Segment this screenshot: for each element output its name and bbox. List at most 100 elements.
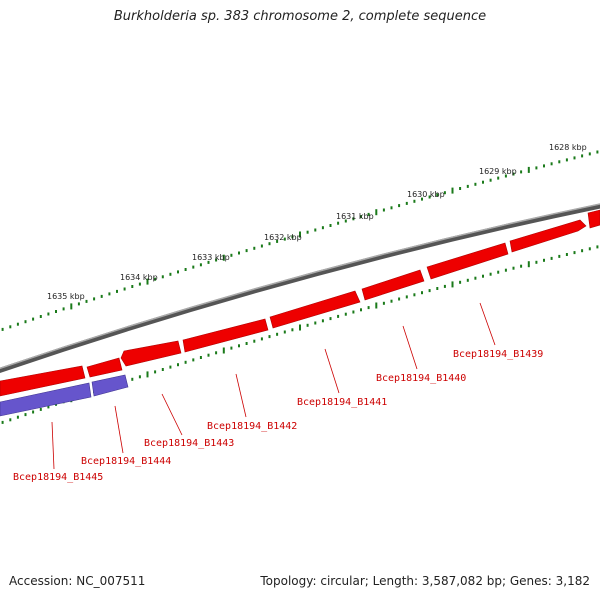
outer-scale-tick <box>451 187 454 194</box>
outer-scale-tick <box>443 191 446 195</box>
accession-text: Accession: NC_007511 <box>9 574 146 588</box>
gene-B1440-arrow[interactable] <box>509 219 587 253</box>
outer-scale-tick <box>428 195 431 199</box>
outer-scale-tick <box>93 297 96 301</box>
tick-label-1635: 1635 kbp <box>47 292 85 301</box>
tick-label-1633: 1633 kbp <box>192 253 230 262</box>
outer-scale-tick <box>192 265 195 269</box>
inner-scale-tick <box>565 253 568 256</box>
inner-scale-tick <box>352 310 355 314</box>
tick-label-1631: 1631 kbp <box>336 212 374 221</box>
outer-scale-tick <box>352 217 355 221</box>
outer-scale-track <box>1 150 599 331</box>
inner-scale-tick <box>39 407 42 411</box>
gene-label-B1444: Bcep18194_B1444 <box>81 456 171 467</box>
inner-scale-tick <box>161 368 164 371</box>
gene-B1444-small[interactable] <box>86 357 123 378</box>
leader-B1445 <box>51 421 55 470</box>
outer-scale-tick <box>146 278 149 285</box>
inner-scale-tick <box>482 274 484 278</box>
inner-scale-tick <box>260 337 263 341</box>
inner-scale-tick <box>543 258 545 262</box>
leader-B1441 <box>324 348 340 394</box>
outer-scale-tick <box>77 302 80 306</box>
inner-scale-tick <box>268 335 271 339</box>
outer-scale-tick <box>550 162 553 166</box>
chromosome-backbone-highlight <box>0 203 600 370</box>
outer-scale-tick <box>16 322 19 326</box>
outer-scale-tick <box>138 282 141 286</box>
inner-scale-tick <box>230 346 233 350</box>
gene-label-B1439: Bcep18194_B1439 <box>453 349 543 360</box>
outer-scale-tick <box>108 292 111 296</box>
gene-B1445-red[interactable] <box>0 365 86 397</box>
inner-scale-tick <box>489 272 492 276</box>
gene-B1445-blue[interactable] <box>0 382 92 417</box>
leader-B1444 <box>114 405 124 454</box>
outer-scale-tick <box>268 242 271 246</box>
inner-scale-tick <box>428 289 431 293</box>
outer-scale-tick <box>177 270 179 274</box>
inner-scale-tick <box>337 314 340 318</box>
outer-scale-tick <box>390 206 393 210</box>
inner-scale-tick <box>299 324 301 331</box>
outer-scale-tick <box>306 230 309 234</box>
outer-scale-tick <box>413 199 416 203</box>
outer-scale-tick <box>184 268 187 271</box>
gene-B1442[interactable] <box>269 290 361 329</box>
gene-label-B1440: Bcep18194_B1440 <box>376 373 466 384</box>
outer-scale-tick <box>314 228 317 232</box>
outer-scale-tick <box>581 154 584 158</box>
leader-B1440 <box>402 325 418 370</box>
gene-B1443[interactable] <box>182 318 269 353</box>
outer-scale-tick <box>215 258 218 262</box>
inner-scale-tick <box>184 360 187 364</box>
inner-scale-tick <box>146 371 149 378</box>
gene-B1441[interactable] <box>361 269 425 301</box>
inner-scale-tick <box>199 356 202 359</box>
inner-scale-tick <box>504 268 507 272</box>
outer-scale-tick <box>459 187 462 190</box>
leader-B1439 <box>479 302 496 346</box>
inner-scale-tick <box>405 295 408 299</box>
inner-scale-tick <box>222 347 225 354</box>
outer-scale-tick <box>482 180 484 184</box>
inner-scale-tick <box>512 266 515 270</box>
outer-scale-tick <box>466 184 469 188</box>
gene-B1444-blue[interactable] <box>91 374 129 397</box>
inner-scale-tick <box>466 278 469 282</box>
outer-scale-tick <box>55 310 57 313</box>
inner-scale-tick <box>192 358 195 362</box>
inner-scale-tick <box>291 328 294 332</box>
outer-scale-tick <box>344 219 347 223</box>
outer-scale-tick <box>222 254 225 261</box>
inner-scale-tick <box>245 342 248 345</box>
outer-scale-tick <box>245 249 248 253</box>
inner-scale-tick <box>215 351 218 355</box>
inner-scale-tick <box>24 413 27 417</box>
outer-scale-tick <box>504 174 507 178</box>
inner-scale-tick <box>138 375 141 379</box>
inner-scale-tick <box>329 317 332 321</box>
outer-scale-tick <box>474 182 477 186</box>
gene-B1439[interactable] <box>587 209 600 229</box>
inner-scale-tick <box>16 415 19 419</box>
leader-B1442 <box>235 373 247 418</box>
inner-scale-tick <box>390 299 393 303</box>
inner-scale-tick <box>550 256 553 260</box>
inner-scale-tick <box>131 377 134 381</box>
outer-scale-tick <box>360 215 362 219</box>
outer-scale-tick <box>291 235 294 239</box>
inner-scale-tick <box>497 270 500 274</box>
outer-scale-tick <box>535 166 538 170</box>
gene-B1440[interactable] <box>426 242 509 280</box>
gene-B1444-red[interactable] <box>120 340 182 367</box>
tick-label-1630: 1630 kbp <box>407 190 445 199</box>
inner-scale-tick <box>314 321 317 325</box>
outer-scale-tick <box>169 272 172 276</box>
chromosome-backbone <box>0 203 600 373</box>
outer-scale-tick <box>382 208 385 212</box>
inner-scale-tick <box>558 254 561 258</box>
tick-label-1632: 1632 kbp <box>264 233 302 242</box>
